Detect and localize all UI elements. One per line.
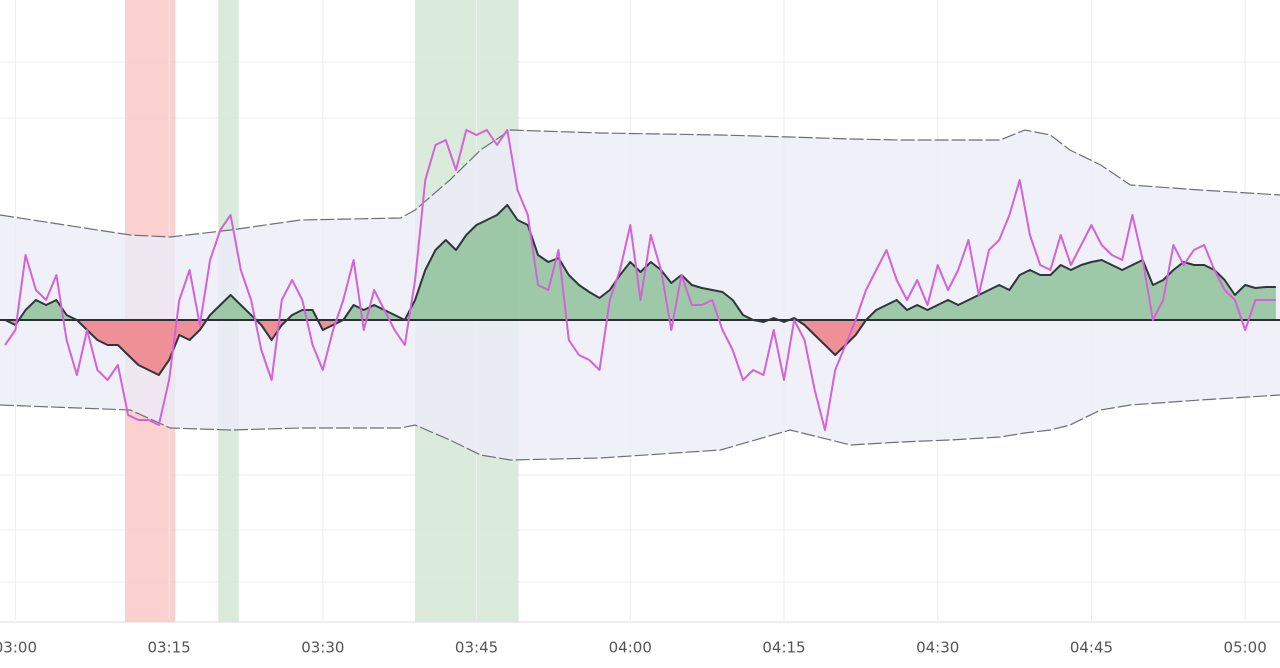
x-tick-label: 03:45 <box>455 639 498 657</box>
x-tick-label: 04:15 <box>762 639 805 657</box>
x-tick-label: 04:45 <box>1070 639 1113 657</box>
x-tick-label: 05:00 <box>1224 639 1267 657</box>
area-negative <box>5 320 1276 375</box>
x-tick-label: 03:30 <box>301 639 344 657</box>
layout-grid <box>0 61 1280 623</box>
x-tick-label: 03:00 <box>0 639 37 657</box>
series-line <box>4 204 1276 376</box>
x-tick-label: 04:30 <box>916 639 959 657</box>
series-line <box>4 129 1276 431</box>
x-tick-label: 03:15 <box>147 639 190 657</box>
band-lower <box>0 394 1280 461</box>
x-tick-label: 04:00 <box>609 639 652 657</box>
band-upper <box>0 129 1280 238</box>
